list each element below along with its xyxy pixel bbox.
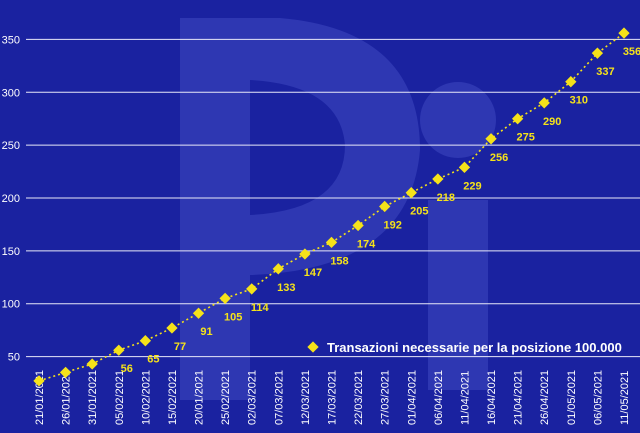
data-point <box>59 366 72 379</box>
x-tick-label: 06/05/2021 <box>592 370 604 425</box>
x-tick-label: 31/01/2021 <box>87 370 99 425</box>
x-tick-label: 26/01/2021 <box>61 370 73 425</box>
data-label: 256 <box>490 152 508 164</box>
x-tick-label: 01/05/2021 <box>566 370 578 425</box>
data-label: 337 <box>596 66 614 78</box>
data-label: 229 <box>463 180 481 192</box>
data-labels: 56 65 77 91 105 114 133 147 158 174 192 205 218 229 25… <box>121 46 640 375</box>
data-point <box>192 307 205 319</box>
data-point <box>458 161 471 173</box>
data-point <box>591 47 604 59</box>
data-label: 91 <box>200 326 212 338</box>
data-label: 356 <box>623 46 640 58</box>
x-tick-labels: 21/01/2021 26/01/2021 31/01/2021 05/02/2021… <box>34 370 631 425</box>
data-point <box>272 263 284 275</box>
data-point <box>485 133 497 145</box>
data-label: 133 <box>277 282 295 294</box>
y-tick-label: 300 <box>2 87 20 99</box>
series-points <box>33 27 630 387</box>
x-tick-label: 11/04/2021 <box>459 371 471 425</box>
data-point <box>219 292 231 305</box>
x-tick-label: 12/03/2021 <box>300 370 312 425</box>
data-label: 77 <box>174 341 186 353</box>
y-tick-label: 100 <box>2 299 20 311</box>
y-grid <box>26 38 640 358</box>
x-tick-label: 05/02/2021 <box>114 370 126 425</box>
x-tick-label: 16/04/2021 <box>486 370 498 425</box>
x-tick-label: 21/04/2021 <box>513 370 525 425</box>
x-tick-label: 15/02/2021 <box>167 370 179 425</box>
x-tick-label: 02/03/2021 <box>247 370 259 425</box>
data-label: 114 <box>251 302 270 314</box>
data-label: 56 <box>121 363 133 375</box>
data-label: 65 <box>147 354 159 366</box>
data-point <box>33 375 45 387</box>
data-point <box>432 173 444 185</box>
data-label: 205 <box>410 206 428 218</box>
data-point <box>139 335 152 347</box>
data-label: 275 <box>516 132 534 144</box>
watermark-logo <box>120 18 496 400</box>
x-tick-label: 06/04/2021 <box>433 370 445 425</box>
data-label: 218 <box>437 192 455 204</box>
data-point <box>352 219 364 232</box>
x-tick-label: 27/03/2021 <box>380 370 392 425</box>
x-tick-label: 22/03/2021 <box>353 370 365 425</box>
data-label: 192 <box>384 219 402 231</box>
data-point <box>325 236 338 249</box>
data-label: 290 <box>543 116 561 128</box>
data-point <box>166 322 178 334</box>
y-tick-labels: 50 100 150 200 250 300 350 <box>2 34 20 363</box>
data-point <box>405 187 417 199</box>
data-label: 105 <box>224 311 242 323</box>
data-label: 158 <box>330 255 348 267</box>
y-tick-label: 350 <box>2 34 20 46</box>
x-tick-label: 20/01/2021 <box>194 370 206 425</box>
x-tick-label: 11/05/2021 <box>619 371 631 425</box>
legend: Transazioni necessarie per la posizione … <box>307 340 622 355</box>
x-tick-label: 25/02/2021 <box>220 370 232 425</box>
legend-marker <box>307 341 319 353</box>
x-tick-label: 26/04/2021 <box>539 370 551 425</box>
y-tick-label: 150 <box>2 246 20 258</box>
data-label: 310 <box>570 95 588 107</box>
data-point <box>379 200 391 213</box>
x-tick-label: 01/04/2021 <box>406 370 418 425</box>
y-tick-label: 200 <box>2 193 20 205</box>
data-label: 147 <box>304 267 322 279</box>
x-tick-label: 07/03/2021 <box>273 370 285 425</box>
y-tick-label: 50 <box>8 352 20 364</box>
data-label: 174 <box>357 238 376 250</box>
data-point <box>246 283 258 295</box>
x-tick-label: 17/03/2021 <box>327 370 339 425</box>
data-point <box>299 248 311 260</box>
y-tick-label: 250 <box>2 140 20 152</box>
legend-label: Transazioni necessarie per la posizione … <box>327 340 622 355</box>
x-tick-label: 10/02/2021 <box>140 370 152 425</box>
